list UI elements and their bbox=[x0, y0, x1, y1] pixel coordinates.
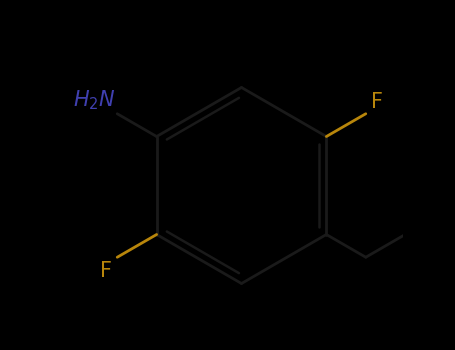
Text: $H_2N$: $H_2N$ bbox=[73, 89, 116, 112]
Text: F: F bbox=[371, 92, 383, 112]
Text: F: F bbox=[100, 261, 112, 281]
